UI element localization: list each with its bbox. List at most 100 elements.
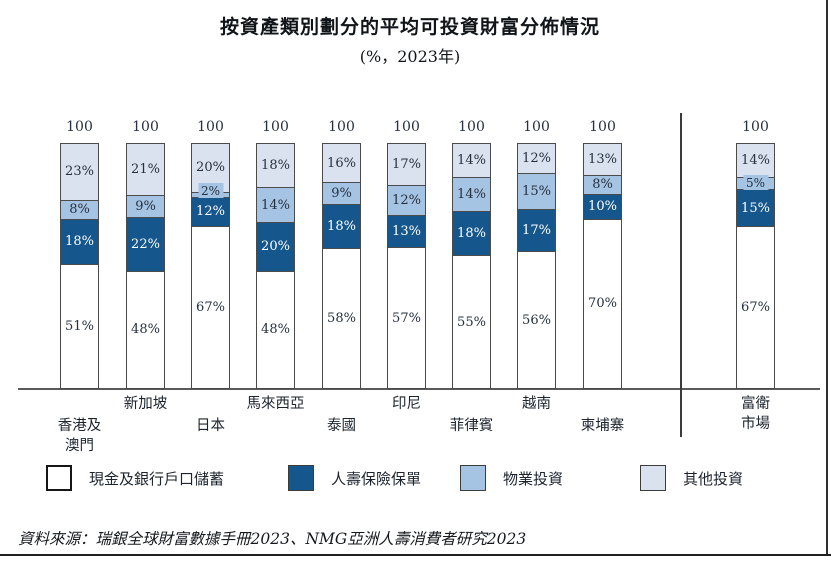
- segment-value-label: 14%: [741, 153, 770, 169]
- segment-value-label: 51%: [65, 318, 94, 334]
- segment-property: 14%: [256, 187, 295, 222]
- segment-value-label: 22%: [131, 236, 160, 252]
- segment-value-label: 56%: [522, 312, 551, 328]
- segment-life_insurance: 18%: [322, 203, 361, 248]
- segment-value-label: 48%: [261, 322, 290, 338]
- legend-label: 物業投資: [503, 469, 564, 488]
- segment-property: 9%: [322, 182, 361, 204]
- bar-total-label: 100: [197, 119, 224, 135]
- segment-value-label: 67%: [741, 299, 770, 315]
- segment-other: 16%: [322, 143, 361, 182]
- segment-cash: 70%: [583, 218, 622, 389]
- bar-越南: 100 56% 17% 15% 12% 越南: [517, 119, 556, 412]
- bar-新加坡: 100 48% 22% 9% 21% 新加坡: [124, 119, 168, 412]
- segment-value-label: 14%: [457, 187, 486, 203]
- bar-日本: 100 67% 12% 2% 20% 日本: [191, 119, 230, 434]
- bar-total-label: 100: [66, 119, 93, 135]
- legend-item: 現金及銀行戶口儲蓄: [46, 465, 224, 491]
- bar-馬來西亞: 100 48% 20% 14% 18% 馬來西亞: [247, 119, 305, 412]
- legend-item: 物業投資: [460, 465, 563, 491]
- segment-value-label: 14%: [457, 153, 486, 169]
- page-bottom-border: [0, 554, 831, 556]
- segment-property: 9%: [126, 194, 165, 217]
- segment-property: 5%: [736, 175, 775, 191]
- segment-value-label: 14%: [261, 197, 290, 213]
- segment-cash: 56%: [517, 251, 556, 389]
- x-axis-line: [18, 388, 820, 390]
- segment-value-label: 12%: [392, 193, 421, 209]
- segment-life_insurance: 12%: [191, 196, 230, 226]
- legend-label: 其他投資: [683, 469, 744, 488]
- bar-total-label: 100: [523, 119, 550, 135]
- segment-other: 17%: [387, 143, 426, 186]
- segment-value-label: 18%: [327, 218, 356, 234]
- segment-value-label: 2%: [197, 182, 224, 198]
- segment-other: 14%: [736, 143, 775, 178]
- bar-total-label: 100: [132, 119, 159, 135]
- segment-value-label: 8%: [592, 177, 613, 193]
- category-label: 越南: [522, 396, 551, 412]
- segment-property: 8%: [583, 174, 622, 195]
- segment-life_insurance: 22%: [126, 216, 165, 271]
- segment-value-label: 48%: [131, 322, 160, 338]
- segment-other: 14%: [452, 143, 491, 178]
- bar-total-label: 100: [393, 119, 420, 135]
- segment-cash: 48%: [126, 270, 165, 389]
- bar-富衛市場: 100 67% 15% 5% 14% 富衛 市場: [736, 119, 775, 432]
- segment-property: 2%: [191, 182, 230, 198]
- segment-other: 18%: [256, 143, 295, 188]
- bar-total-label: 100: [458, 119, 485, 135]
- legend-swatch: [460, 465, 486, 491]
- segment-value-label: 16%: [327, 155, 356, 171]
- category-label: 馬來西亞: [246, 396, 305, 412]
- segment-life_insurance: 15%: [736, 189, 775, 226]
- segment-cash: 48%: [256, 270, 295, 389]
- segment-value-label: 9%: [331, 185, 352, 201]
- segment-cash: 55%: [452, 255, 491, 389]
- segment-value-label: 12%: [196, 204, 225, 220]
- legend-item: 其他投資: [640, 465, 743, 491]
- segment-value-label: 67%: [196, 299, 225, 315]
- segment-value-label: 18%: [457, 226, 486, 242]
- segment-cash: 57%: [387, 247, 426, 389]
- fwd-market-divider-line: [680, 113, 682, 437]
- segment-life_insurance: 18%: [60, 219, 99, 264]
- category-label: 香港及 澳門: [57, 418, 102, 454]
- bar-total-label: 100: [589, 119, 616, 135]
- category-label: 富衛 市場: [741, 396, 770, 432]
- segment-value-label: 13%: [588, 151, 617, 167]
- segment-life_insurance: 18%: [452, 211, 491, 256]
- legend-label: 現金及銀行戶口儲蓄: [89, 469, 225, 488]
- segment-value-label: 21%: [131, 161, 160, 177]
- segment-other: 21%: [126, 143, 165, 195]
- segment-value-label: 9%: [135, 198, 156, 214]
- category-label: 新加坡: [123, 396, 168, 412]
- bar-total-label: 100: [742, 119, 769, 135]
- segment-value-label: 57%: [392, 310, 421, 326]
- bar-香港及澳門: 100 51% 18% 8% 23% 香港及 澳門: [58, 119, 102, 454]
- segment-other: 20%: [191, 143, 230, 192]
- segment-cash: 51%: [60, 263, 99, 389]
- segment-property: 15%: [517, 172, 556, 210]
- segment-value-label: 15%: [741, 200, 770, 216]
- legend-swatch: [640, 465, 666, 491]
- segment-value-label: 58%: [327, 310, 356, 326]
- bar-泰國: 100 58% 18% 9% 16% 泰國: [322, 119, 361, 434]
- bar-印尼: 100 57% 13% 12% 17% 印尼: [387, 119, 426, 412]
- category-label: 柬埔寨: [580, 418, 625, 434]
- bar-total-label: 100: [328, 119, 355, 135]
- segment-cash: 67%: [191, 225, 230, 389]
- category-label: 日本: [196, 418, 225, 434]
- bar-柬埔寨: 100 70% 10% 8% 13% 柬埔寨: [581, 119, 625, 434]
- segment-value-label: 55%: [457, 314, 486, 330]
- chart-subtitle: (%，2023年): [359, 47, 461, 66]
- segment-property: 8%: [60, 199, 99, 220]
- category-label: 菲律賓: [449, 418, 494, 434]
- segment-property: 14%: [452, 177, 491, 212]
- segment-life_insurance: 13%: [387, 215, 426, 248]
- segment-property: 12%: [387, 185, 426, 216]
- chart-title: 按資產類別劃分的平均可投資財富分佈情況: [219, 16, 600, 38]
- segment-value-label: 8%: [69, 202, 90, 218]
